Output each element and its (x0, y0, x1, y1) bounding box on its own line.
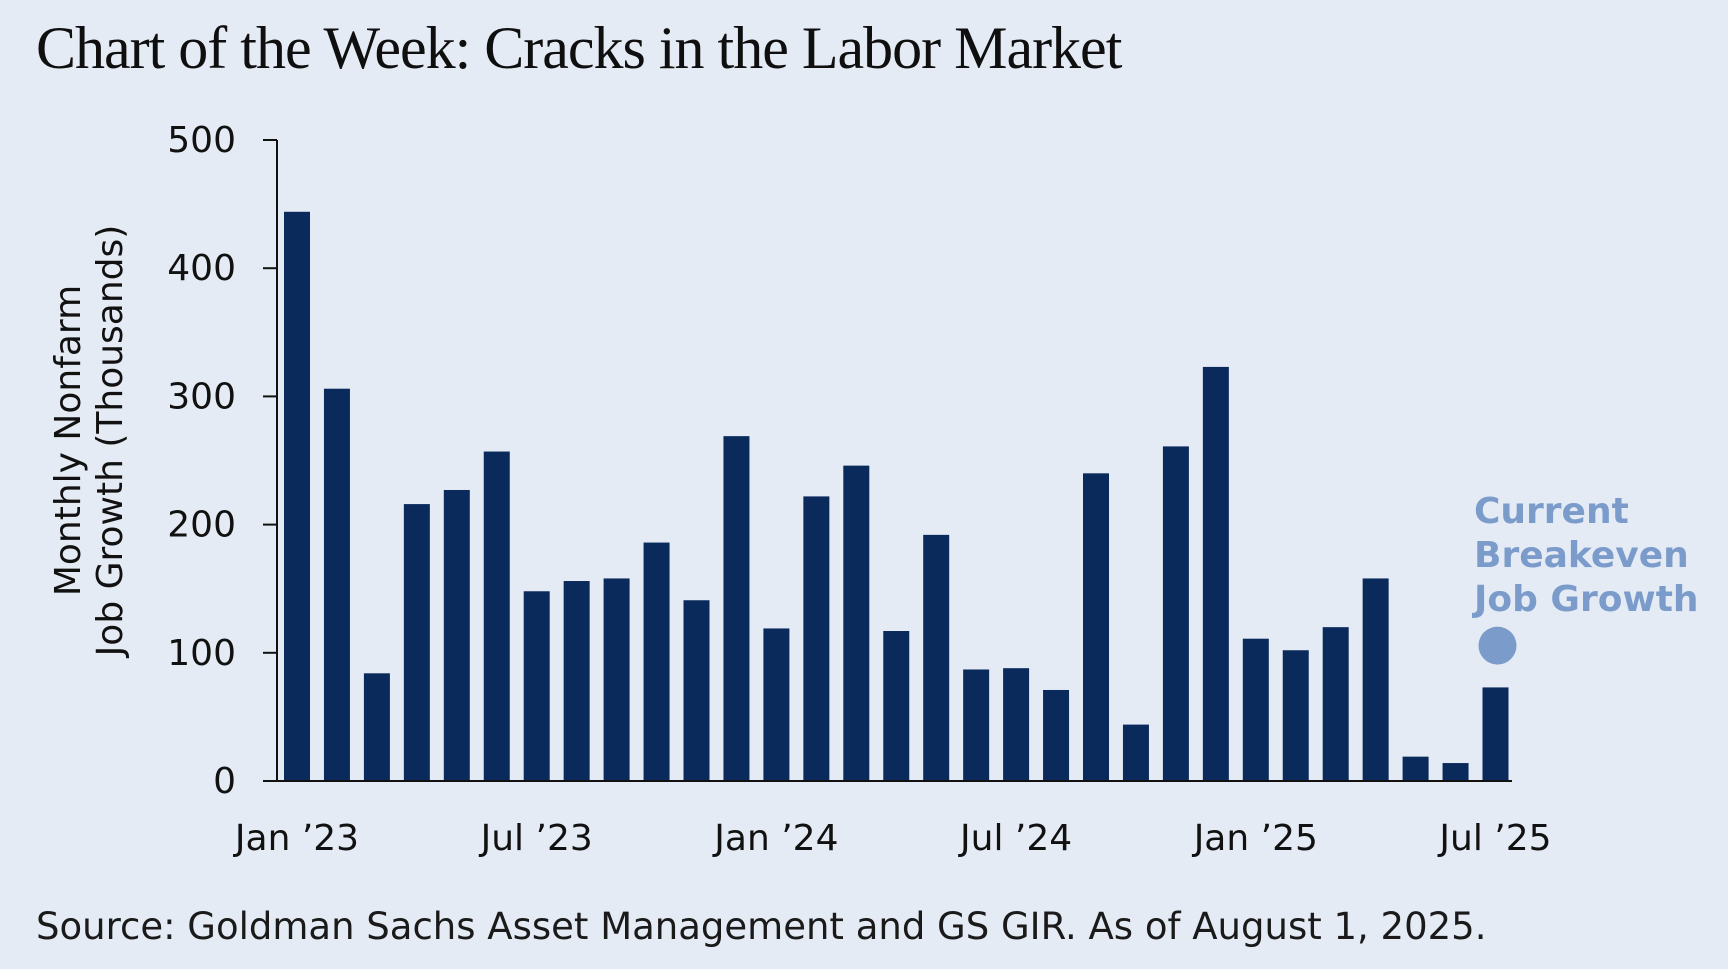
bar (1322, 627, 1349, 781)
annotation-text-line: Current (1474, 491, 1629, 532)
y-tick-label: 0 (213, 761, 236, 802)
breakeven-marker (1478, 626, 1517, 665)
bar (284, 211, 310, 782)
bar (1162, 446, 1189, 781)
bar (963, 669, 990, 781)
y-tick-label: 200 (167, 505, 236, 546)
x-axis: Jan ’23 Jul ’23 Jan ’24 Jul ’24 Jan ’25 Jul ’… (233, 780, 1552, 859)
bar (603, 578, 630, 781)
bar (1122, 724, 1149, 781)
y-tick-label: 100 (167, 633, 236, 674)
x-tick-label: Jan ’23 (233, 818, 359, 859)
bar (363, 673, 390, 781)
bar (803, 496, 830, 781)
bar (1362, 578, 1389, 781)
x-tick-label: Jul ’25 (1437, 818, 1551, 859)
bar (563, 581, 590, 781)
bar (723, 436, 750, 781)
y-axis-title-line: Monthly Nonfarm (48, 285, 89, 596)
bar (643, 542, 670, 781)
bar (1202, 366, 1229, 781)
bar (923, 534, 950, 781)
bar (1482, 687, 1509, 781)
bar (683, 600, 710, 781)
y-axis-title: Monthly Nonfarm Job Growth (Thousands) (48, 225, 131, 659)
y-axis-title-line: Job Growth (Thousands) (90, 225, 131, 659)
bar (1242, 638, 1269, 781)
bar (1003, 668, 1030, 781)
chart-title: Chart of the Week: Cracks in the Labor M… (36, 15, 1122, 81)
y-tick-label: 500 (167, 120, 236, 161)
source-note: Source: Goldman Sachs Asset Management a… (36, 905, 1487, 948)
bar (323, 388, 350, 781)
bar (883, 631, 910, 781)
bar (443, 489, 470, 781)
bar (1282, 650, 1309, 781)
x-tick-label: Jul ’23 (479, 818, 593, 859)
bar (1442, 763, 1469, 781)
bar (763, 628, 790, 781)
annotation-text-line: Job Growth (1471, 579, 1699, 620)
y-axis: 0 100 200 300 400 500 (167, 120, 278, 802)
y-tick-label: 300 (167, 376, 236, 417)
x-tick-label: Jan ’25 (1192, 818, 1318, 859)
bar (483, 451, 510, 781)
bar (523, 591, 550, 781)
bar (1043, 689, 1070, 781)
bar-series (284, 211, 1509, 782)
annotation-text-line: Breakeven (1474, 535, 1689, 576)
bar (1083, 473, 1109, 781)
x-tick-label: Jul ’24 (958, 818, 1072, 859)
x-tick-label: Jan ’24 (712, 818, 838, 859)
bar (403, 504, 430, 781)
y-tick-label: 400 (167, 248, 236, 289)
bar (843, 465, 870, 781)
bar (1402, 756, 1429, 781)
